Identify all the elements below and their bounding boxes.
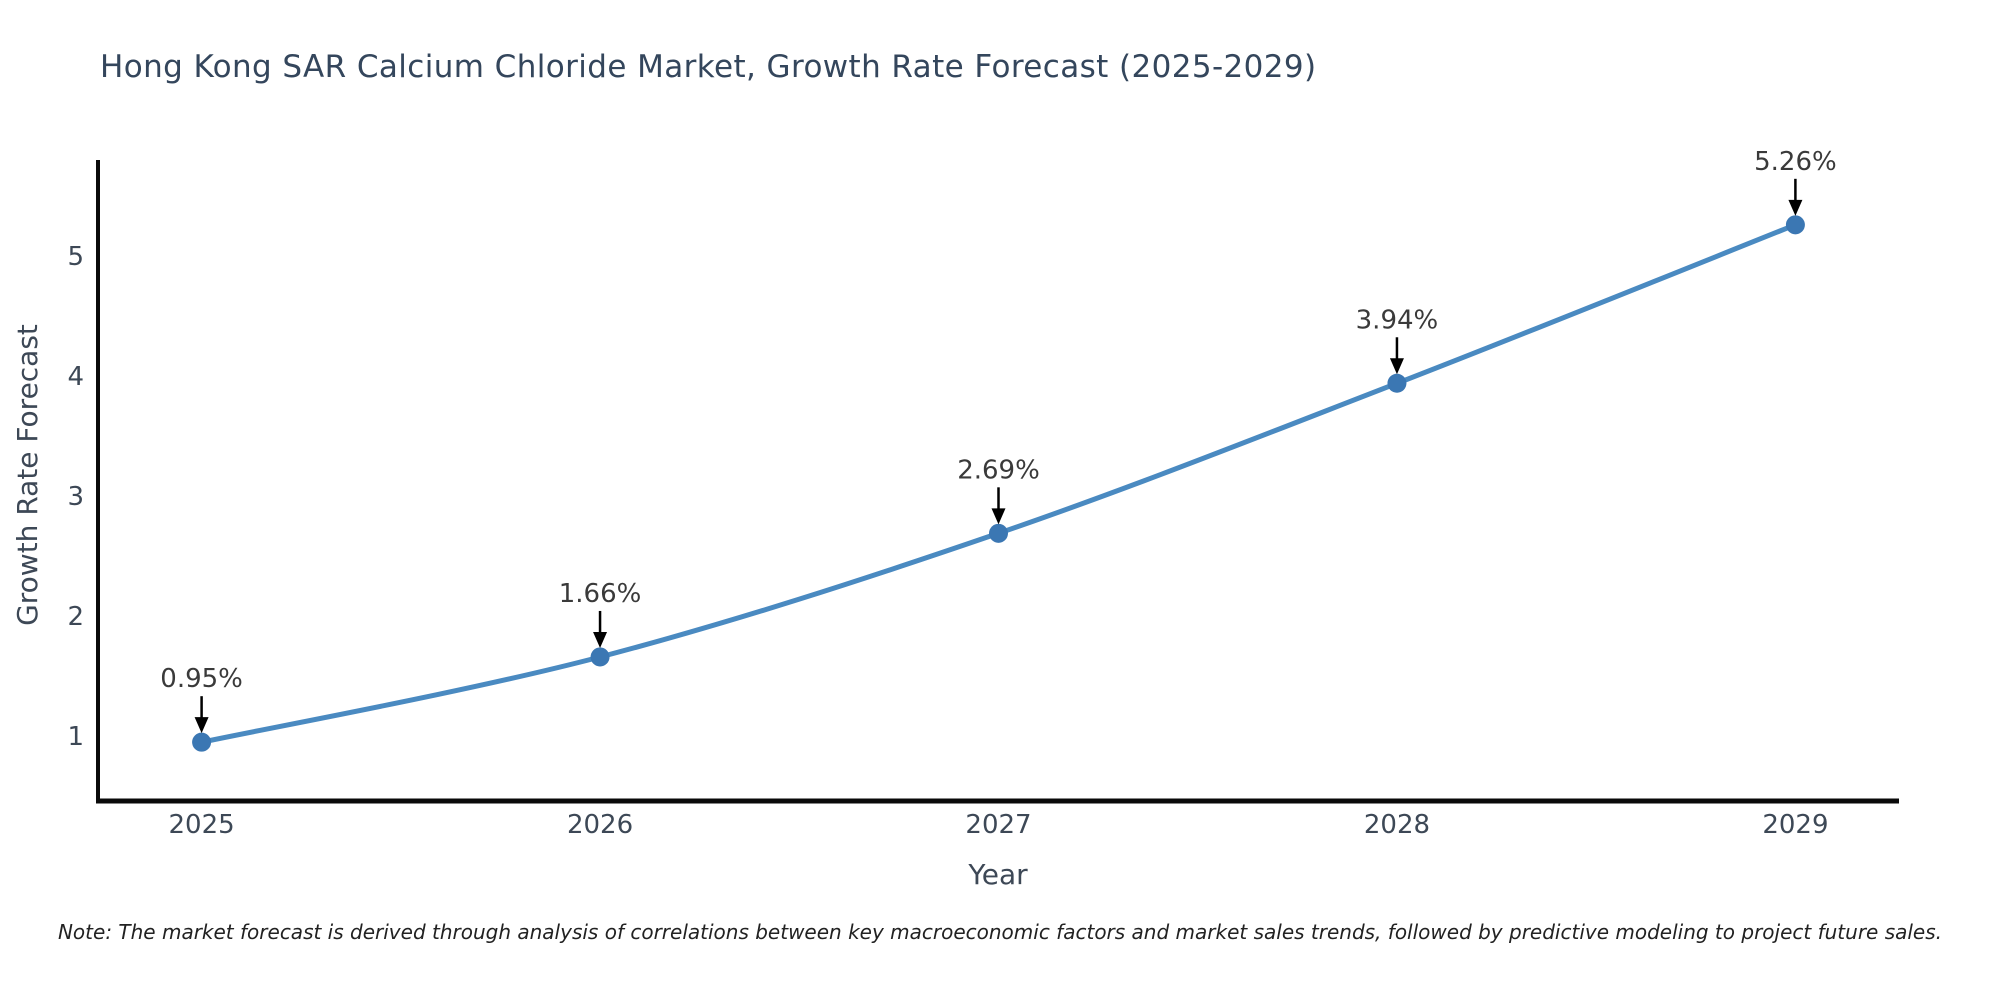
annotation-arrow-head-icon bbox=[991, 508, 1006, 525]
data-point-marker bbox=[192, 732, 212, 752]
x-tick-label: 2028 bbox=[1364, 810, 1430, 840]
x-tick-label: 2029 bbox=[1762, 810, 1828, 840]
y-axis-title: Growth Rate Forecast bbox=[11, 324, 44, 626]
data-point-label: 2.69% bbox=[957, 455, 1040, 485]
y-tick-label: 1 bbox=[67, 722, 84, 752]
data-point-marker bbox=[1785, 215, 1805, 235]
y-tick-label: 5 bbox=[67, 242, 84, 272]
annotation-arrow-head-icon bbox=[194, 717, 209, 734]
x-axis-title: Year bbox=[968, 858, 1028, 891]
data-point-label: 1.66% bbox=[559, 579, 642, 609]
footnote: Note: The market forecast is derived thr… bbox=[57, 920, 1943, 944]
chart-title: Hong Kong SAR Calcium Chloride Market, G… bbox=[100, 49, 1317, 85]
data-point-marker bbox=[1387, 373, 1407, 393]
annotation-arrow-head-icon bbox=[593, 631, 608, 648]
data-point-marker bbox=[989, 523, 1008, 543]
y-tick-label: 3 bbox=[67, 482, 84, 512]
y-tick-label: 2 bbox=[67, 602, 84, 632]
y-tick-label: 4 bbox=[67, 362, 84, 392]
x-tick-label: 2027 bbox=[965, 810, 1031, 840]
x-tick-label: 2025 bbox=[169, 810, 235, 840]
annotation-arrow-head-icon bbox=[1389, 358, 1404, 375]
data-point-label: 0.95% bbox=[160, 664, 243, 694]
data-point-label: 5.26% bbox=[1754, 147, 1837, 177]
annotation-arrow-head-icon bbox=[1788, 199, 1803, 216]
data-point-marker bbox=[590, 647, 610, 667]
data-point-label: 3.94% bbox=[1356, 305, 1439, 335]
x-tick-label: 2026 bbox=[567, 810, 633, 840]
